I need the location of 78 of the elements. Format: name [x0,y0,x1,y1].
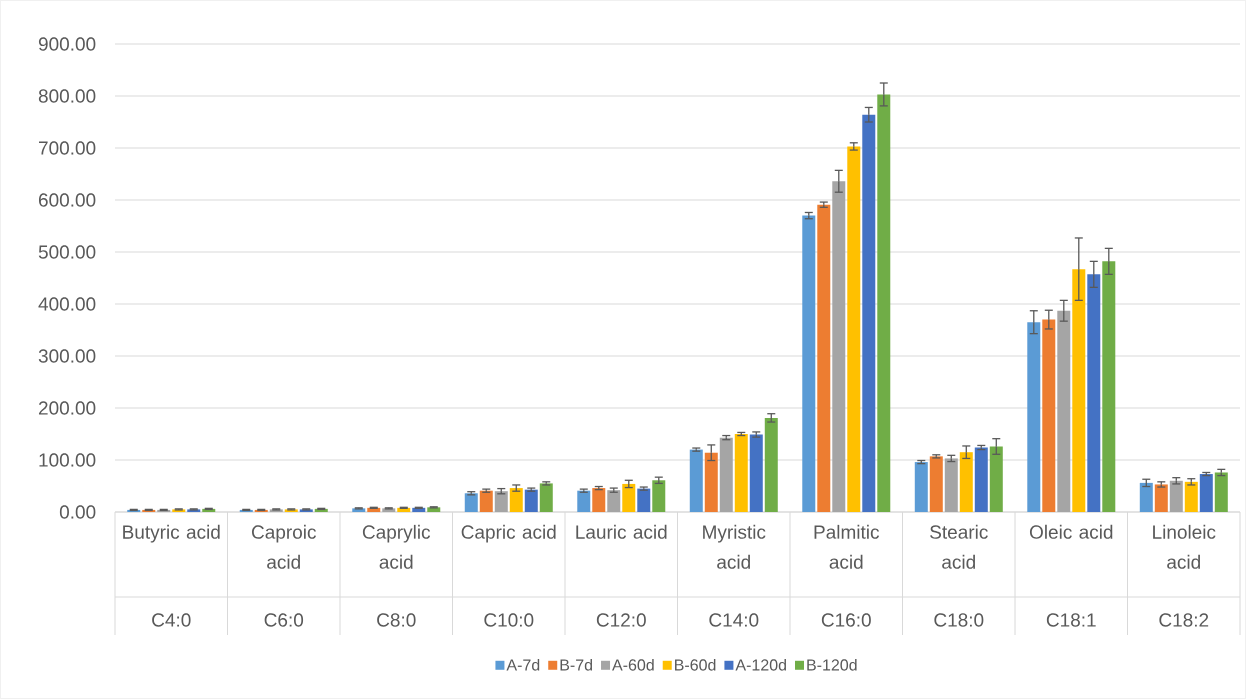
bar [974,447,988,512]
bar [719,437,733,512]
bar [944,458,958,512]
text: C18:2 [1159,613,1209,627]
bar [577,490,591,512]
legend-label: A-120d [735,658,786,671]
text: C4:0 [152,613,191,627]
text: C8:0 [377,613,416,627]
bar [464,493,478,512]
text: C14:0 [709,613,759,627]
legend-label: B-120d [807,658,857,671]
bar [877,94,891,512]
bar [509,488,523,512]
bar [1199,474,1213,512]
y-tick-label: 200.00 [38,401,96,415]
bar [622,483,636,512]
bar [1169,480,1183,512]
x-tick-label: Caprylic acid [362,524,431,569]
legend-label: A-60d [612,658,654,671]
bar [494,491,508,512]
y-tick-label: 300.00 [38,349,96,363]
bar [689,449,703,512]
legend-label: B-60d [675,658,716,671]
x-tick-label: Caproic acid [251,524,316,569]
x-tick-label: Capric acid [461,524,556,543]
bar [607,490,621,512]
bar [914,462,928,512]
bar [989,446,1003,512]
bar [652,480,666,512]
bar [847,146,861,512]
text: C18:0 [934,613,984,627]
bar [539,483,553,512]
bar [1027,322,1041,512]
bar [1214,472,1228,512]
text: C10:0 [484,613,534,627]
text: C16:0 [821,613,871,627]
x-tick-label: Oleic acid [1029,524,1113,539]
legend-label: B-7d [560,658,592,671]
x-tick-label: Stearic acid [930,524,988,569]
bar [734,434,748,512]
bar [959,452,973,512]
y-tick-label: 900.00 [38,37,96,51]
bar [832,181,846,512]
bar [1072,269,1086,512]
y-tick-label: 0.00 [59,505,96,519]
bar [1184,481,1198,512]
text: C12:0 [596,613,646,627]
bar [862,114,876,512]
legend-label: A-7d [506,658,540,671]
x-tick-label: Butyric acid [123,524,220,543]
bar [1087,274,1101,512]
bar [1139,482,1153,512]
y-tick-label: 400.00 [38,297,96,311]
bar [1042,319,1056,512]
text: C18:1 [1046,613,1096,627]
y-tick-label: 700.00 [39,141,96,155]
bar [929,456,943,512]
y-tick-label: 600.00 [38,193,96,207]
bar [524,489,538,512]
bar [817,204,831,512]
text: C6:0 [264,613,304,627]
y-tick-label: 100.00 [39,453,96,467]
x-tick-label: Lauric acid [576,524,667,539]
y-tick-label: 800.00 [38,89,96,103]
bar [479,490,493,512]
bar [637,488,651,512]
bar [1102,261,1116,512]
x-tick-label: Myristic acid [703,524,766,569]
bar [764,417,778,512]
bar [802,215,816,512]
y-tick-label: 500.00 [38,245,96,259]
x-tick-label: Palmitic acid [814,524,880,569]
bar [1154,484,1168,512]
bar [704,452,718,512]
bar [592,488,606,512]
x-tick-label: Linoleic acid [1153,524,1216,569]
bar [1057,310,1071,512]
bar [749,434,763,512]
